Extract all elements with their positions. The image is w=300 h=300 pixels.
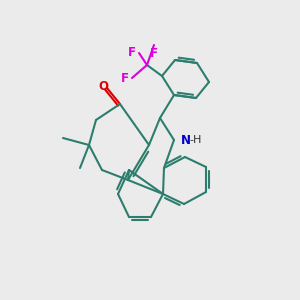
Text: O: O	[98, 80, 108, 94]
Text: -H: -H	[189, 135, 201, 145]
Text: F: F	[150, 47, 158, 60]
Text: N: N	[181, 134, 191, 146]
Text: F: F	[121, 71, 129, 85]
Text: F: F	[128, 46, 136, 59]
